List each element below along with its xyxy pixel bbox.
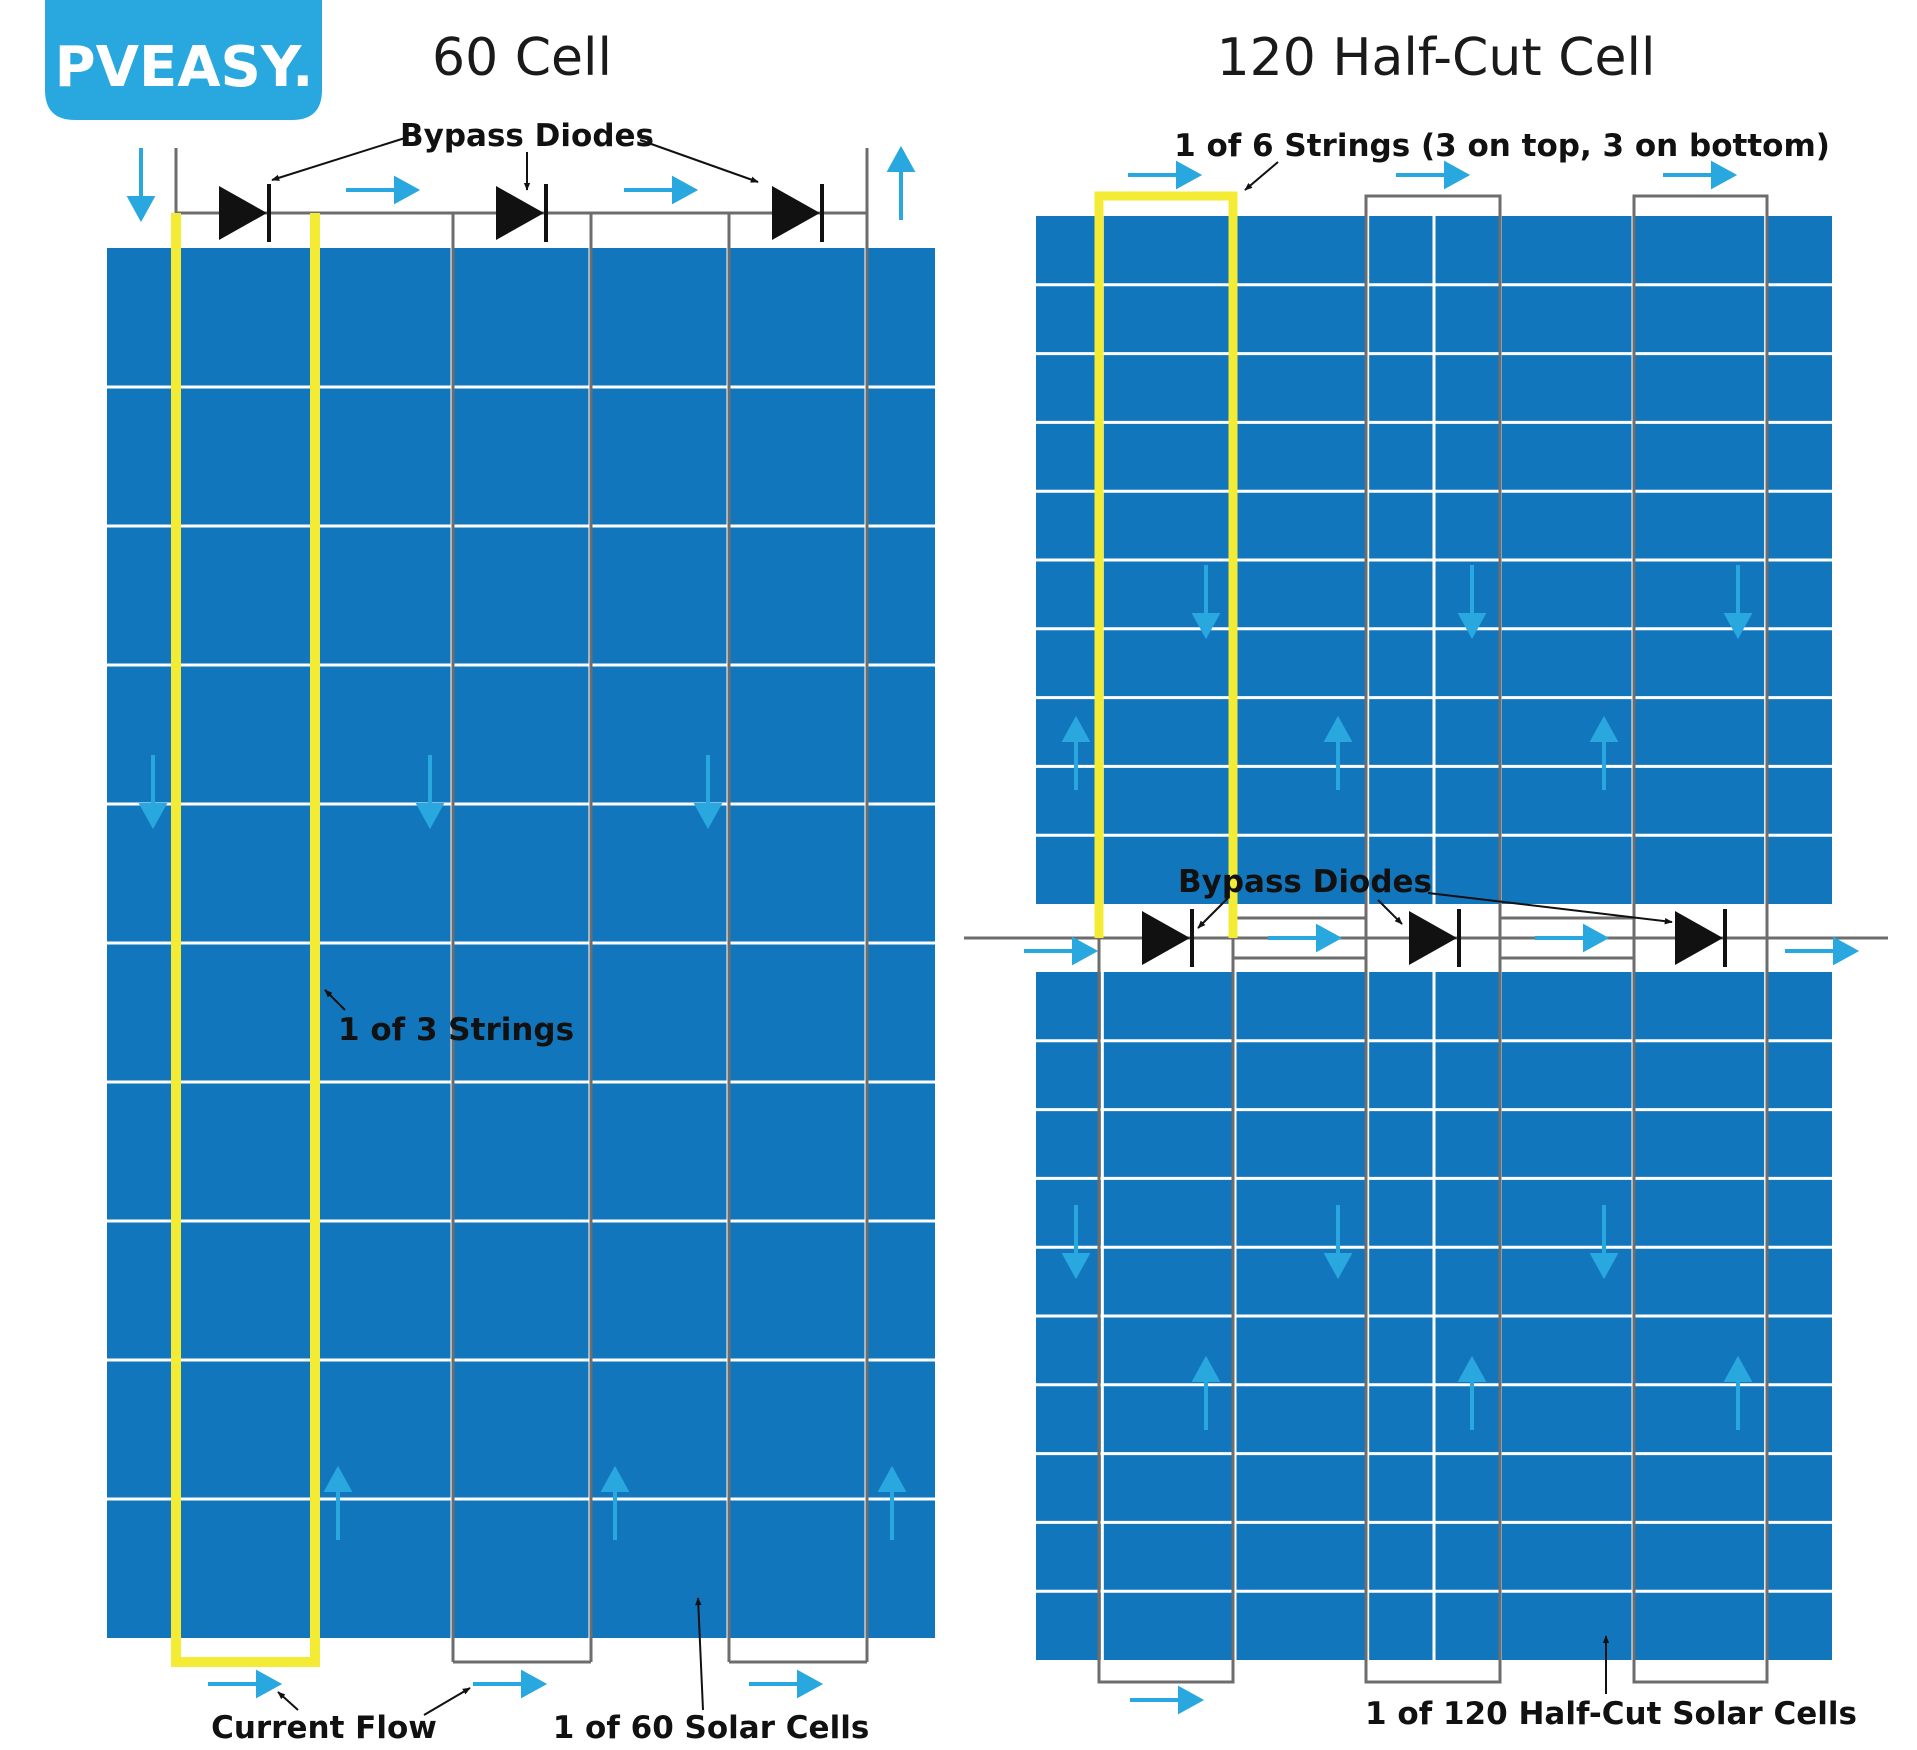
current-arrow-icon [138,755,168,830]
pointer-arrow-icon [1244,161,1279,191]
bypass-diode-icon [496,184,548,242]
panel-120-string-wires [964,191,1888,1684]
current-arrow-icon [415,755,445,830]
current-arrow-icon [1191,1355,1221,1430]
current-arrow-icon [1130,1685,1205,1715]
title-120-half-cut-cell: 120 Half-Cut Cell [1217,28,1656,88]
label-bypass-diodes-60: Bypass Diodes [400,118,654,154]
bypass-diode-icon [1409,909,1461,967]
label-current-flow: Current Flow [211,1710,437,1746]
label-1-of-3-strings: 1 of 3 Strings [338,1012,574,1048]
current-arrow-icon [473,1669,548,1699]
pointer-arrow-icon [695,1597,704,1711]
current-arrow-icon [1589,1205,1619,1280]
current-arrow-icon [323,1465,353,1540]
panel-60-cell: Bypass Diodes 1 of 3 Strings Current Flo… [107,118,935,1746]
current-arrow-icon [346,175,421,205]
highlighted-string [171,213,320,1667]
current-arrow-icon [877,1465,907,1540]
pointer-arrow-icon [639,139,759,183]
top-string-loop-wire [1364,194,1502,938]
current-arrow-icon [1396,160,1471,190]
current-arrow-icon [1723,565,1753,640]
current-arrow-icon [624,175,699,205]
panel-60-bypass-diodes [219,184,824,242]
label-1-of-6-strings: 1 of 6 Strings (3 on top, 3 on bottom) [1174,128,1830,164]
panel-60-pointer-arrows [271,137,759,1716]
logo-text: PVEASY. [55,35,314,100]
panel-120-current-arrows [1024,160,1860,1715]
pointer-arrow-icon [1427,892,1673,925]
current-arrow-icon [693,755,723,830]
current-arrow-icon [1268,923,1343,953]
bottom-string-loop-wire [1632,938,1769,1684]
current-arrow-icon [1663,160,1738,190]
pointer-arrow-icon [271,137,406,181]
bottom-string-loop-wire [1364,938,1502,1684]
current-arrow-icon [1457,1355,1487,1430]
current-arrow-icon [1128,160,1203,190]
panel-60-labels: Bypass Diodes 1 of 3 Strings Current Flo… [211,118,869,1746]
current-arrow-icon [1535,923,1610,953]
current-arrow-icon [1061,1205,1091,1280]
highlighted-string [1094,191,1238,938]
label-1-of-120-half-cut-solar-cells: 1 of 120 Half-Cut Solar Cells [1365,1696,1857,1732]
label-1-of-60-solar-cells: 1 of 60 Solar Cells [553,1710,870,1746]
panel-120-pointer-arrows [1197,161,1673,1694]
bottom-string-loop-wire [1097,938,1235,1684]
current-arrow-icon [1191,565,1221,640]
current-arrow-icon [1457,565,1487,640]
current-arrow-icon [749,1669,824,1699]
bypass-diode-icon [219,184,271,242]
bypass-diode-icon [1142,909,1194,967]
panel-60-current-arrows [126,145,916,1699]
panel-120-bypass-diodes [1142,909,1727,967]
current-arrow-icon [1061,715,1091,790]
current-arrow-icon [1723,1355,1753,1430]
current-arrow-icon [1323,715,1353,790]
bypass-diode-icon [1675,909,1727,967]
bypass-diode-icon [772,184,824,242]
title-60-cell: 60 Cell [432,28,612,88]
panel-120-labels: 1 of 6 Strings (3 on top, 3 on bottom) B… [1174,128,1857,1732]
logo: PVEASY. [45,0,322,120]
pointer-arrow-icon [1377,899,1403,925]
panel-60-string-wires [171,148,869,1667]
current-arrow-icon [1323,1205,1353,1280]
pointer-arrow-icon [324,989,346,1011]
current-arrow-icon [1589,715,1619,790]
pointer-arrow-icon [1197,897,1229,929]
current-arrow-icon [126,148,156,223]
logo-badge [45,0,322,120]
current-arrow-icon [1024,936,1099,966]
panel-120-half-cut: 1 of 6 Strings (3 on top, 3 on bottom) B… [964,128,1888,1732]
top-string-loop-wire [1632,194,1769,938]
current-arrow-icon [208,1669,283,1699]
pointer-arrow-icon [423,1687,471,1716]
label-bypass-diodes-120: Bypass Diodes [1178,864,1432,900]
current-arrow-icon [600,1465,630,1540]
current-arrow-icon [1785,936,1860,966]
current-arrow-icon [886,145,916,220]
pointer-arrow-icon [277,1691,299,1711]
